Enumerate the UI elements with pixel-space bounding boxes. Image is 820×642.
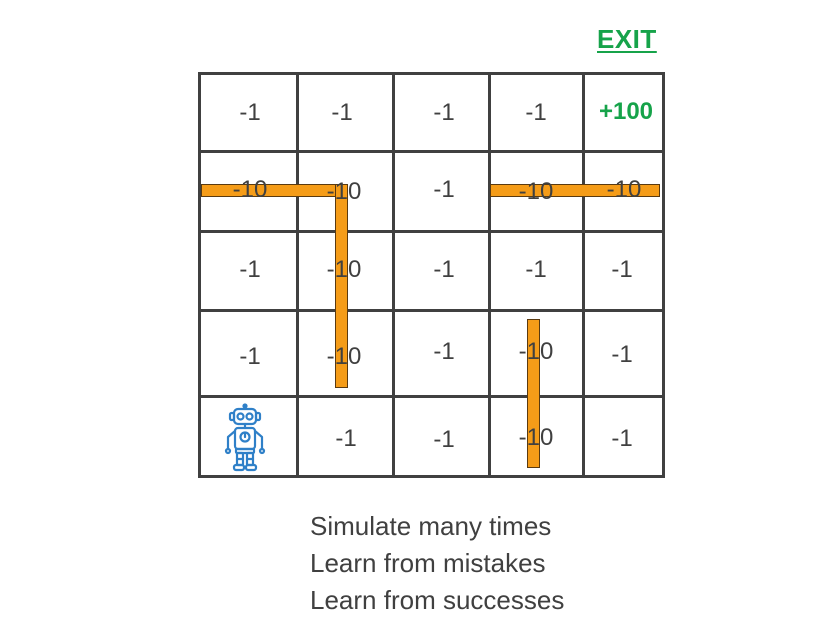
grid-line bbox=[201, 395, 662, 398]
cell-value: -1 bbox=[525, 99, 547, 126]
grid-line bbox=[296, 75, 299, 475]
caption-line: Learn from successes bbox=[310, 585, 565, 615]
grid-line bbox=[201, 150, 662, 153]
cell-value: -1 bbox=[335, 425, 357, 452]
cell-value: -1 bbox=[331, 99, 353, 126]
wall-segment bbox=[490, 184, 660, 197]
cell-value: -1 bbox=[611, 425, 633, 452]
cell-value: -10 bbox=[518, 178, 554, 205]
cell-value: -1 bbox=[433, 176, 455, 203]
cell-value: -1 bbox=[433, 256, 455, 283]
caption-line: Simulate many times bbox=[310, 511, 552, 541]
exit-label: EXIT bbox=[597, 24, 657, 54]
grid-line bbox=[582, 75, 585, 475]
goal-reward: +100 bbox=[598, 98, 654, 125]
cell-value: -1 bbox=[239, 99, 261, 126]
wall-segment bbox=[335, 184, 348, 388]
wall-segment bbox=[201, 184, 347, 197]
grid-line bbox=[201, 309, 662, 312]
cell-value: -1 bbox=[611, 341, 633, 368]
cell-value: -1 bbox=[433, 338, 455, 365]
cell-value: -1 bbox=[525, 256, 547, 283]
caption-line: Learn from mistakes bbox=[310, 548, 546, 578]
cell-value: -10 bbox=[232, 176, 268, 203]
cell-value: -1 bbox=[433, 426, 455, 453]
grid-line bbox=[392, 75, 395, 475]
cell-value: -1 bbox=[611, 256, 633, 283]
wall-segment bbox=[527, 319, 540, 468]
cell-value: -1 bbox=[433, 99, 455, 126]
caption: Simulate many times Learn from mistakes … bbox=[310, 508, 564, 619]
grid-line bbox=[488, 75, 491, 475]
grid-world bbox=[198, 72, 665, 478]
grid-line bbox=[201, 230, 662, 233]
cell-value: -10 bbox=[518, 424, 554, 451]
cell-value: -10 bbox=[518, 338, 554, 365]
cell-value: -10 bbox=[606, 176, 642, 203]
robot-icon bbox=[224, 403, 266, 472]
cell-value: -10 bbox=[326, 343, 362, 370]
cell-value: -1 bbox=[239, 343, 261, 370]
cell-value: -10 bbox=[326, 256, 362, 283]
cell-value: -10 bbox=[326, 178, 362, 205]
cell-value: -1 bbox=[239, 256, 261, 283]
